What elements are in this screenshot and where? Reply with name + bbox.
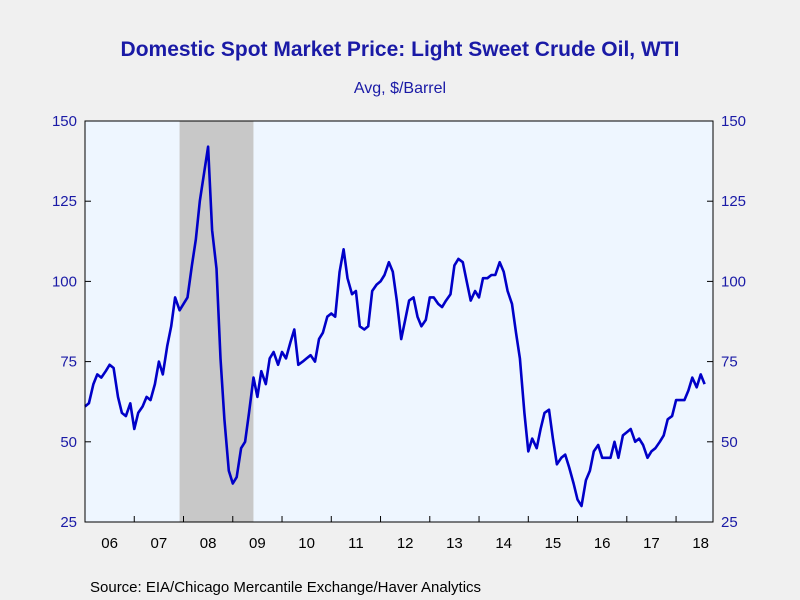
y-tick-label-left: 125: [52, 193, 77, 210]
x-tick-label: 08: [200, 535, 217, 552]
x-tick-label: 15: [545, 535, 562, 552]
x-tick-label: 18: [692, 535, 709, 552]
x-tick-label: 06: [101, 535, 118, 552]
y-tick-label-right: 25: [721, 514, 738, 531]
y-tick-label-left: 50: [60, 434, 77, 451]
y-tick-label-right: 50: [721, 434, 738, 451]
x-tick-label: 11: [348, 535, 364, 552]
y-tick-label-right: 150: [721, 113, 746, 130]
x-tick-label: 16: [594, 535, 611, 552]
chart-subtitle: Avg, $/Barrel: [353, 80, 447, 97]
x-tick-label: 14: [495, 535, 512, 552]
y-tick-label-left: 100: [52, 273, 77, 290]
chart-title: Domestic Spot Market Price: Light Sweet …: [120, 38, 680, 61]
series-line: [84, 145, 706, 508]
y-tick-label-left: 150: [52, 113, 77, 130]
y-tick-label-right: 75: [721, 354, 738, 371]
y-tick-label-right: 100: [721, 273, 746, 290]
recession-band: [179, 121, 254, 522]
x-tick-label: 07: [151, 535, 168, 552]
y-tick-label-left: 25: [60, 514, 77, 531]
x-tick-label: 17: [643, 535, 660, 552]
source-note: Source: EIA/Chicago Mercantile Exchange/…: [90, 579, 482, 596]
plot-frame: [84, 120, 714, 523]
x-tick-label: 09: [249, 535, 266, 552]
x-tick-label: 10: [298, 535, 315, 552]
x-tick-label: 13: [446, 535, 463, 552]
x-tick-label: 12: [397, 535, 414, 552]
y-tick-label-right: 125: [721, 193, 746, 210]
y-tick-label-left: 75: [60, 354, 77, 371]
